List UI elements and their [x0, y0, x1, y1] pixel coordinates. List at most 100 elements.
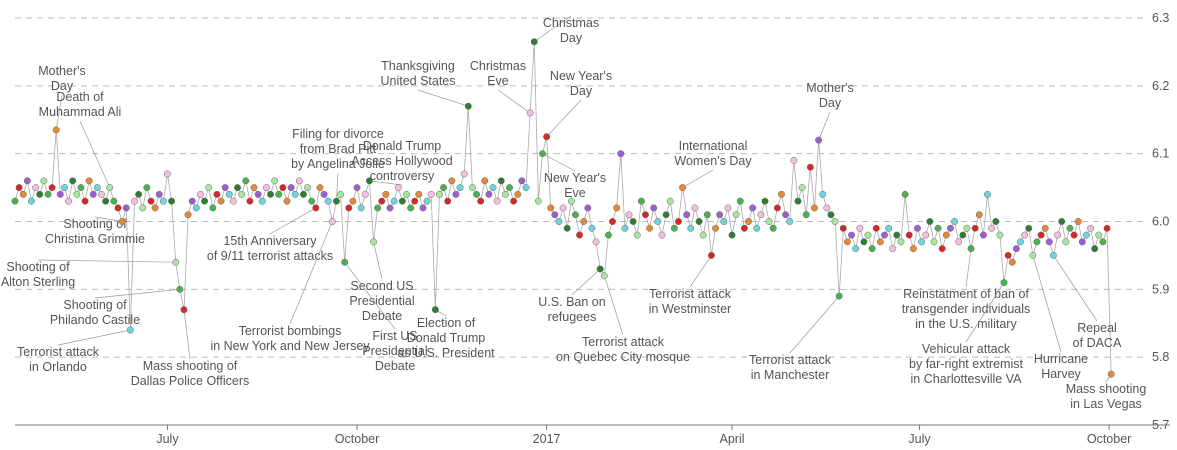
- data-point: [271, 177, 279, 185]
- data-point: [1095, 231, 1103, 239]
- annotation-text: Women's Day: [674, 154, 752, 168]
- data-point: [1054, 231, 1062, 239]
- data-point: [522, 184, 530, 192]
- annotation-leader: [965, 282, 1005, 343]
- annotation-leader: [94, 288, 180, 299]
- data-point: [909, 245, 917, 253]
- data-point: [382, 190, 390, 198]
- annotation-text: Day: [560, 31, 583, 45]
- data-point: [555, 218, 563, 225]
- data-point: [398, 197, 406, 205]
- data-point: [843, 238, 851, 246]
- data-point: [89, 190, 97, 198]
- annotation-text: Election of: [417, 316, 476, 330]
- annotation-text: Terrorist attack: [17, 345, 100, 359]
- data-point: [308, 197, 316, 205]
- annotation-leader: [79, 120, 111, 188]
- data-point: [1074, 218, 1082, 225]
- annotation-text: Terrorist attack: [649, 287, 732, 301]
- data-point: [745, 218, 752, 225]
- data-point: [811, 204, 818, 212]
- data-point: [951, 218, 959, 225]
- data-point: [184, 211, 192, 219]
- x-tick-label: 2017: [533, 432, 561, 446]
- data-point: [242, 177, 250, 185]
- data-point: [1103, 224, 1111, 232]
- data-point: [188, 197, 196, 205]
- data-point: [353, 184, 361, 192]
- data-point: [477, 197, 485, 205]
- data-point: [703, 211, 711, 219]
- data-point: [650, 204, 658, 212]
- data-point: [988, 224, 996, 232]
- data-point: [361, 190, 369, 198]
- annotation-text: controversy: [370, 169, 435, 183]
- data-point: [304, 184, 312, 192]
- data-point: [670, 224, 678, 232]
- data-point: [291, 190, 299, 198]
- data-point: [1058, 218, 1066, 225]
- annotation-text: in Charlottesville VA: [911, 372, 1023, 386]
- data-point: [646, 224, 654, 232]
- data-point: [378, 197, 386, 205]
- data-point: [287, 184, 295, 192]
- data-point: [143, 184, 151, 192]
- annotation-text: United States: [380, 74, 455, 88]
- data-point: [118, 218, 126, 225]
- data-point: [872, 224, 880, 232]
- data-point: [349, 197, 357, 205]
- data-point: [740, 224, 748, 232]
- data-point: [85, 177, 93, 185]
- data-point: [790, 157, 798, 164]
- data-point: [110, 197, 118, 205]
- data-point: [518, 177, 526, 185]
- data-point: [61, 184, 68, 192]
- data-point: [1000, 279, 1008, 286]
- data-point: [642, 211, 649, 219]
- data-point: [1050, 251, 1057, 259]
- data-point: [716, 211, 724, 219]
- data-point: [1062, 238, 1070, 246]
- data-point: [258, 197, 266, 205]
- data-point: [984, 190, 991, 198]
- annotation-leader: [571, 268, 601, 296]
- annotation-text: Mother's: [806, 81, 854, 95]
- data-point: [683, 211, 691, 219]
- data-point: [36, 190, 44, 198]
- data-point: [1041, 224, 1049, 232]
- data-point: [1025, 224, 1033, 232]
- annotation-text: Day: [570, 84, 593, 98]
- data-point: [539, 150, 546, 158]
- annotation-text: Donald Trump: [407, 331, 486, 345]
- data-point: [753, 224, 761, 232]
- data-point: [493, 197, 501, 205]
- data-point: [687, 224, 695, 232]
- data-point: [926, 218, 934, 225]
- annotation-text: transgender individuals: [902, 302, 1031, 316]
- data-point: [1008, 258, 1016, 266]
- data-point: [621, 224, 629, 232]
- data-point: [32, 184, 40, 192]
- annotation-leader: [1053, 255, 1098, 322]
- data-point: [604, 231, 612, 239]
- data-point: [864, 231, 872, 239]
- data-point: [992, 218, 1000, 225]
- annotation-text: refugees: [548, 310, 597, 324]
- data-point: [489, 184, 497, 192]
- data-point: [675, 218, 682, 225]
- data-point: [691, 204, 699, 212]
- data-point: [229, 197, 237, 205]
- data-point: [15, 184, 23, 192]
- data-point: [407, 204, 415, 212]
- data-point: [19, 190, 27, 198]
- data-point: [135, 190, 143, 198]
- annotation-text: Christina Grimmie: [45, 232, 145, 246]
- data-point: [1017, 238, 1024, 246]
- data-point: [320, 190, 328, 198]
- annotation-leader: [542, 153, 576, 172]
- annotation-text: Dallas Police Officers: [131, 374, 250, 388]
- data-point: [975, 211, 983, 219]
- data-point: [510, 197, 518, 205]
- annotation-leader: [94, 216, 123, 222]
- annotation-leader: [417, 89, 469, 107]
